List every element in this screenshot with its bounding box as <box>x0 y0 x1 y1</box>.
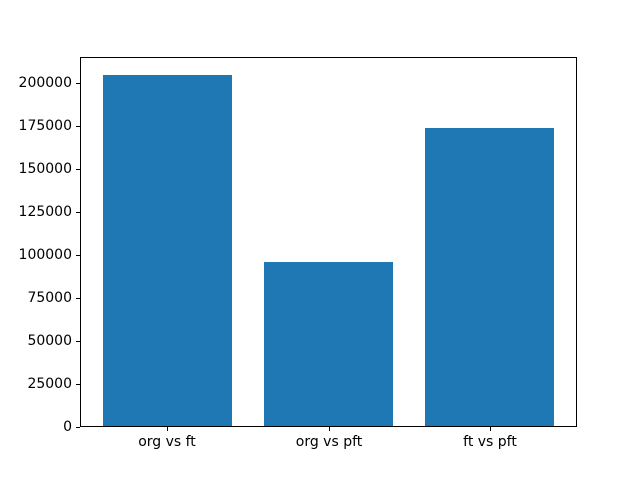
y-tick-mark <box>76 341 80 342</box>
x-tick-mark <box>329 427 330 431</box>
y-tick-mark <box>76 212 80 213</box>
x-tick-mark <box>490 427 491 431</box>
y-tick-mark <box>76 169 80 170</box>
y-tick-label: 75000 <box>27 290 72 306</box>
x-tick-label: org vs ft <box>138 434 196 450</box>
y-tick-mark <box>76 83 80 84</box>
y-tick-label: 25000 <box>27 376 72 392</box>
x-tick-mark <box>167 427 168 431</box>
y-tick-label: 175000 <box>18 118 72 134</box>
y-tick-label: 200000 <box>18 75 72 91</box>
y-tick-label: 0 <box>63 419 72 435</box>
y-tick-label: 125000 <box>18 204 72 220</box>
y-tick-mark <box>76 126 80 127</box>
bar-ft-vs-pft <box>425 128 554 426</box>
y-tick-mark <box>76 298 80 299</box>
y-tick-label: 50000 <box>27 333 72 349</box>
bar-org-vs-ft <box>103 75 232 426</box>
y-tick-mark <box>76 427 80 428</box>
bar-org-vs-pft <box>264 262 393 426</box>
y-tick-label: 150000 <box>18 161 72 177</box>
y-tick-label: 100000 <box>18 247 72 263</box>
x-tick-label: ft vs pft <box>463 434 517 450</box>
y-tick-mark <box>76 384 80 385</box>
x-tick-label: org vs pft <box>295 434 363 450</box>
y-tick-mark <box>76 255 80 256</box>
